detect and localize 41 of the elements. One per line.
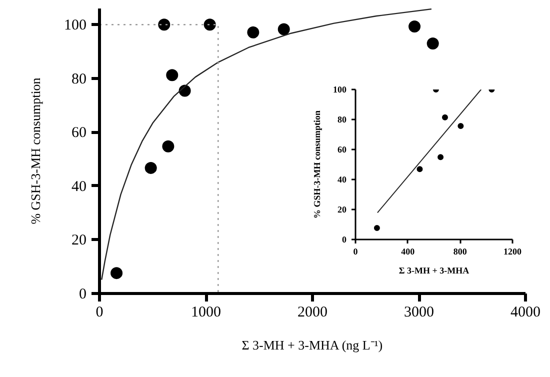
y-tick-label: 40 [338,174,347,184]
point [166,69,178,82]
y-tick-label: 60 [72,125,86,142]
point [408,20,421,33]
point [247,26,260,38]
point [204,18,216,31]
x-tick-label: 1000 [191,304,221,320]
y-tick-label: 100 [333,84,347,94]
y-tick-label: 0 [342,234,347,244]
y-axis-title: % GSH-3-MH consumption [312,110,322,219]
x-axis-title: Σ 3-MH + 3-MHA [398,266,470,276]
point [438,154,444,160]
x-tick-label: 400 [401,246,416,256]
point [426,37,439,50]
point [144,162,157,174]
y-tick-label: 40 [72,178,86,195]
point [158,18,170,31]
x-axis-title: Σ 3-MH + 3-MHA (ng L⁻¹) [242,338,383,352]
point [458,122,464,129]
point [278,23,290,36]
point [162,140,174,152]
x-tick-label: 3000 [404,304,434,320]
point [374,224,380,231]
point [110,267,123,280]
y-axis-title: % GSH-3-MH consumption [28,77,43,224]
x-tick-label: 2000 [298,304,328,320]
y-tick-label: 80 [338,114,347,124]
y-tick-label: 20 [72,232,86,249]
y-tick-label: 80 [72,71,86,88]
y-tick-label: 0 [79,286,86,302]
point [442,114,448,120]
x-tick-label: 1200 [504,246,522,256]
x-tick-label: 800 [453,246,468,256]
point [416,166,423,172]
x-tick-label: 0 [353,246,358,256]
x-tick-label: 4000 [510,304,540,320]
y-tick-label: 20 [338,204,347,214]
x-tick-label: 0 [96,304,104,320]
y-tick-label: 100 [64,18,86,34]
line-series [101,8,432,280]
y-tick-label: 60 [338,144,347,154]
